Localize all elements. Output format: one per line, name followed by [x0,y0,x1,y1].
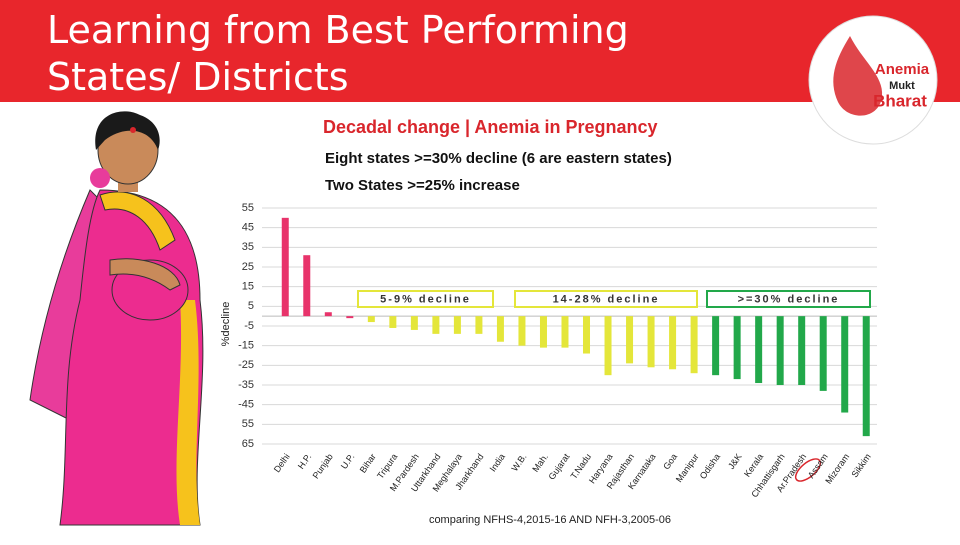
y-tick-label: 25 [242,261,254,273]
slide-title-1: Learning from Best Performing States/ Dis… [47,8,629,99]
y-tick-label: 55 [242,202,254,214]
bar [776,316,784,385]
logo-text: Anemia [875,61,930,78]
annotation-label: >=30% decline [738,293,840,305]
bar [798,316,806,385]
annotation-box [357,290,494,308]
bar [475,316,483,334]
bar [819,316,827,391]
bar [281,217,289,317]
logo-text: Bharat [873,91,927,110]
annotation-box [514,290,698,308]
annotation-label: 14-28% decline [553,293,660,305]
bar [367,316,375,323]
bar [583,316,591,354]
bar [626,316,634,364]
y-tick-label: 65 [242,438,254,450]
illustration [29,111,204,526]
y-tick-label: -45 [238,399,254,411]
bar [733,316,741,380]
bar [561,316,569,348]
bar [862,316,870,437]
bar [453,316,461,334]
y-axis-label: %decline [220,302,232,347]
bar [669,316,677,370]
chart-subtitle: Eight states >=30% decline (6 are easter… [325,150,672,167]
chart-title: Decadal change | Anemia in Pregnancy [323,117,658,137]
bar [346,316,354,319]
bar [841,316,849,413]
bar [303,255,311,317]
y-tick-label: -5 [244,320,254,332]
bar [496,316,504,342]
y-tick-label: -35 [238,379,254,391]
bar [539,316,547,348]
bar [324,312,332,317]
bar [604,316,612,376]
bar [690,316,698,374]
bar [389,316,397,328]
bar [410,316,418,330]
header-band [0,0,960,102]
annotation-label: 5-9% decline [380,293,471,305]
chart-subtitle: Two States >=25% increase [325,177,520,194]
bar [712,316,720,376]
logo-drop [833,36,883,116]
bar [647,316,655,368]
highlight-circle [794,458,822,482]
bar [432,316,440,334]
y-tick-label: 5 [248,300,254,312]
bar [755,316,763,384]
y-tick-label: 45 [242,222,254,234]
bar [518,316,526,346]
y-tick-label: 15 [242,281,254,293]
y-tick-label: 55 [242,418,254,430]
y-tick-label: 35 [242,241,254,253]
y-tick-label: -25 [238,359,254,371]
logo-text: Mukt [889,80,915,92]
annotation-box [706,290,871,308]
x-axis-label: comparing NFHS-4,2015-16 AND NFH-3,2005-… [429,514,671,526]
y-tick-label: -15 [238,340,254,352]
